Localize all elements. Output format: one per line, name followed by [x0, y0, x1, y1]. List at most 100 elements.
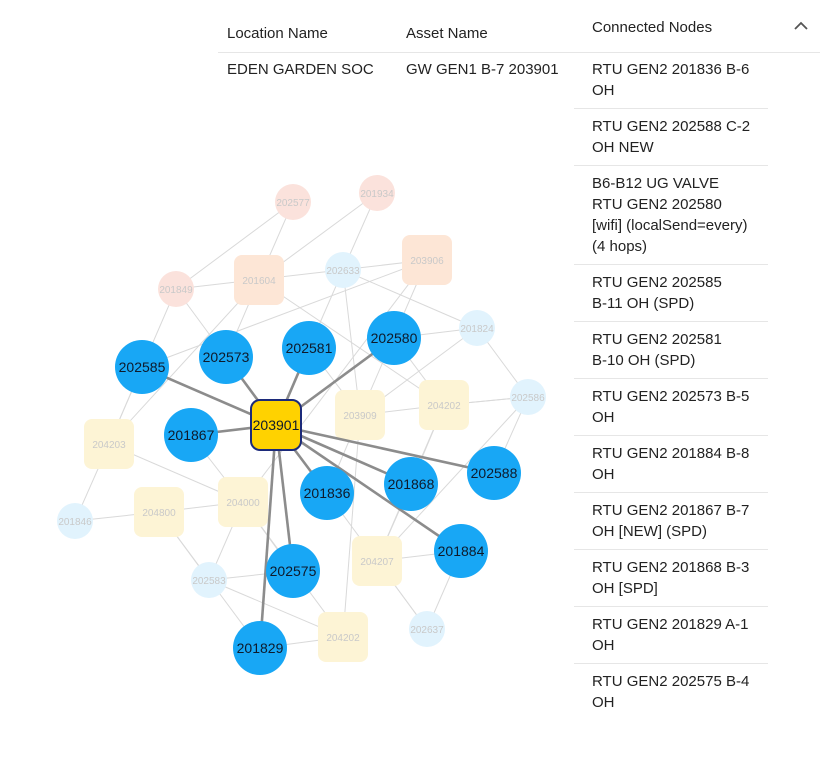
background-node: 201934 [359, 175, 395, 211]
center-edge [258, 424, 278, 649]
cell-location-name: EDEN GARDEN SOC [227, 61, 374, 78]
connected-node-circle[interactable] [164, 408, 218, 462]
background-node-circle [325, 252, 361, 288]
center-edge [275, 423, 462, 553]
connected-node-202580[interactable]: 202580 [367, 311, 421, 365]
background-node-label: 202577 [276, 198, 310, 209]
connected-node-label: 202581 [286, 340, 333, 356]
connected-node-202588[interactable]: 202588 [467, 446, 521, 500]
connected-node-item: B6-B12 UG VALVE RTU GEN2 202580 [wifi] (… [574, 166, 768, 265]
connected-node-202585[interactable]: 202585 [115, 340, 169, 394]
background-node-label: 204202 [326, 633, 360, 644]
connected-node-circle[interactable] [367, 311, 421, 365]
background-node-label: 204203 [92, 440, 126, 451]
background-node-label: 201604 [242, 276, 276, 287]
center-edge [275, 423, 495, 475]
connected-node-item: RTU GEN2 201867 B-7 OH [NEW] (SPD) [574, 493, 768, 550]
background-node-label: 203909 [343, 411, 377, 422]
connected-node-201868[interactable]: 201868 [384, 457, 438, 511]
gateway-node-square[interactable] [250, 399, 302, 451]
background-node-square [419, 380, 469, 430]
connected-node-201829[interactable]: 201829 [233, 621, 287, 675]
background-node-circle [191, 562, 227, 598]
background-node: 202633 [325, 252, 361, 288]
connected-nodes-list: RTU GEN2 201836 B-6 OH RTU GEN2 202588 C-… [574, 52, 768, 720]
connected-node-label: 201868 [388, 476, 435, 492]
background-edge [342, 269, 478, 329]
connected-node-item: RTU GEN2 202575 B-4 OH [592, 673, 750, 711]
connected-node-label: 202580 [371, 330, 418, 346]
background-node: 201849 [158, 271, 194, 307]
chevron-up-icon[interactable] [792, 16, 810, 34]
background-node-label: 201849 [159, 285, 193, 296]
background-node-square [218, 477, 268, 527]
background-node: 204203 [84, 419, 134, 469]
network-graph[interactable]: 202577 201934 201849 201604 203906 202633 2018… [0, 0, 560, 768]
background-node: 203909 [335, 390, 385, 440]
connected-node-201884[interactable]: 201884 [434, 524, 488, 578]
connected-node-circle[interactable] [233, 621, 287, 675]
background-node-circle [459, 310, 495, 346]
background-node: 204202 [419, 380, 469, 430]
connected-node-circle[interactable] [199, 330, 253, 384]
header-asset-name[interactable]: Asset Name [406, 25, 488, 42]
background-node-label: 202586 [511, 393, 545, 404]
background-node: 202637 [409, 611, 445, 647]
connected-node-item: RTU GEN2 201884 B-8 OH [574, 436, 768, 493]
background-node: 201846 [57, 503, 93, 539]
connected-node-label: 201867 [168, 427, 215, 443]
background-node: 204202 [318, 612, 368, 662]
connected-node-circle[interactable] [467, 446, 521, 500]
background-node-label: 204000 [226, 498, 260, 509]
background-node-label: 202633 [326, 266, 360, 277]
background-node: 202577 [275, 184, 311, 220]
background-edge [175, 259, 428, 290]
connected-nodes[interactable]: 202585 202573 202581 202580 201867 201836 2018… [115, 311, 521, 675]
background-node-circle [158, 271, 194, 307]
gateway-node-label: 203901 [253, 417, 300, 433]
background-node-square [134, 487, 184, 537]
connected-node-202575[interactable]: 202575 [266, 544, 320, 598]
connected-node-circle[interactable] [115, 340, 169, 394]
connected-node-201867[interactable]: 201867 [164, 408, 218, 462]
connected-node-item: RTU GEN2 201829 A-1 OH [574, 607, 768, 664]
background-node-square [318, 612, 368, 662]
background-node: 202583 [191, 562, 227, 598]
connected-node-item: RTU GEN2 202585 B-11 OH (SPD) [574, 265, 768, 322]
connected-node-label: 201884 [438, 543, 485, 559]
background-node-circle [359, 175, 395, 211]
connected-node-201836[interactable]: 201836 [300, 466, 354, 520]
connected-node-item: RTU GEN2 201868 B-3 OH [SPD] [574, 550, 768, 607]
header-location-name[interactable]: Location Name [227, 25, 328, 42]
background-node-square [352, 536, 402, 586]
connected-node-circle[interactable] [384, 457, 438, 511]
connected-node-circle[interactable] [300, 466, 354, 520]
background-node-label: 203906 [410, 256, 444, 267]
connected-node-202573[interactable]: 202573 [199, 330, 253, 384]
background-node: 204000 [218, 477, 268, 527]
background-node-square [84, 419, 134, 469]
connected-node-label: 202575 [270, 563, 317, 579]
connected-node-202581[interactable]: 202581 [282, 321, 336, 375]
background-node: 202586 [510, 379, 546, 415]
connected-node-circle[interactable] [266, 544, 320, 598]
background-node-circle [409, 611, 445, 647]
connected-node-circle[interactable] [282, 321, 336, 375]
background-edge [141, 259, 428, 368]
connected-node-label: 201829 [237, 640, 284, 656]
header-connected-nodes[interactable]: Connected Nodes [592, 19, 713, 36]
background-node-circle [57, 503, 93, 539]
connected-node-item: RTU GEN2 202581 B-10 OH (SPD) [574, 322, 768, 379]
cell-asset-name: GW GEN1 B-7 203901 [406, 61, 559, 78]
background-node: 201604 [234, 255, 284, 305]
connected-node-label: 202573 [203, 349, 250, 365]
background-node-label: 201824 [460, 324, 494, 335]
background-node-label: 202637 [410, 625, 444, 636]
background-node-label: 204202 [427, 401, 461, 412]
connected-node-circle[interactable] [434, 524, 488, 578]
background-edge [175, 201, 294, 290]
gateway-node[interactable]: 203901 [250, 399, 302, 451]
table-header: Location Name Asset Name Connected Nodes [218, 0, 820, 53]
background-node-square [234, 255, 284, 305]
connected-node-label: 202588 [471, 465, 518, 481]
